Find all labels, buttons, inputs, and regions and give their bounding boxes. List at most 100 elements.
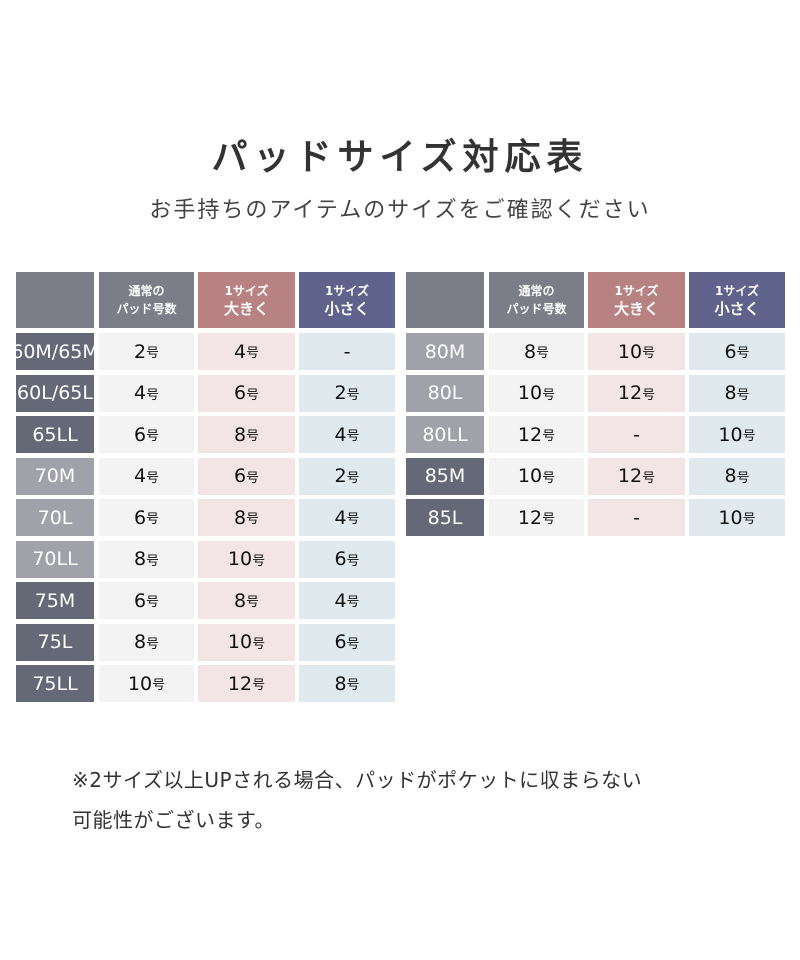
pad-unit: 号 xyxy=(252,678,266,693)
table-row: 85L 12 号 -10 号 xyxy=(406,499,785,536)
pad-number: 10 xyxy=(227,631,253,653)
pad-number: 6 xyxy=(334,548,347,570)
pad-number: 10 xyxy=(517,382,543,404)
pad-unit: 号 xyxy=(542,429,556,444)
pad-number: 12 xyxy=(517,506,543,529)
pad-unit: 号 xyxy=(742,429,756,444)
pad-bigger-cell: 12 号 xyxy=(198,665,295,702)
pad-normal-cell: 10 号 xyxy=(489,374,584,412)
pad-number: 2 xyxy=(334,382,347,404)
pad-unit: 号 xyxy=(742,512,756,527)
pad-unit: 号 xyxy=(246,429,260,444)
header-bigger-line2: 大きく xyxy=(223,300,269,318)
table-row: 80L 10 号 12 号 8 号 xyxy=(406,374,785,412)
pad-unit: 号 xyxy=(246,387,260,403)
page-subtitle: お手持ちのアイテムのサイズをご確認ください xyxy=(149,198,651,223)
pad-number: 8 xyxy=(233,589,247,612)
pad-number: 2 xyxy=(334,465,347,487)
pad-number: 8 xyxy=(133,631,147,653)
table-row: 70LL 8 号 10 号 6 号 xyxy=(16,540,395,578)
size-label: 80LL xyxy=(406,416,484,453)
header-smaller-line2: 小さく xyxy=(714,300,760,318)
pad-number: 6 xyxy=(724,340,737,363)
pad-unit: 号 xyxy=(146,346,160,361)
pad-bigger-cell: 10 号 xyxy=(198,623,295,661)
pad-unit: 号 xyxy=(542,512,556,527)
pad-unit: 号 xyxy=(246,595,260,610)
pad-number: 10 xyxy=(718,506,743,529)
header-normal: 通常の パッド号数 xyxy=(489,272,584,328)
pad-unit: 号 xyxy=(152,678,166,693)
table-row: 85M 10 号 12 号 8 号 xyxy=(406,457,785,495)
pad-number: 8 xyxy=(233,506,247,529)
pad-number: 4 xyxy=(334,423,347,446)
pad-number: 4 xyxy=(133,465,147,487)
pad-unit: 号 xyxy=(346,595,360,610)
pad-number: 12 xyxy=(617,382,643,404)
pad-bigger-cell: - xyxy=(588,416,685,453)
pad-number: 12 xyxy=(517,423,543,446)
table-header-row: 通常の パッド号数 1サイズ大きく 1サイズ小さく xyxy=(406,272,785,328)
pad-unit: 号 xyxy=(146,470,160,486)
pad-unit: 号 xyxy=(642,470,656,486)
header-bigger-line1: 1サイズ xyxy=(614,284,659,298)
header-smaller-line2: 小さく xyxy=(324,300,370,318)
table-row: 70M 4 号 6 号 2 号 xyxy=(16,457,395,495)
header-smaller-line1: 1サイズ xyxy=(325,284,369,298)
pad-normal-cell: 12 号 xyxy=(489,416,584,453)
pad-unit: 号 xyxy=(542,470,556,486)
table-row: 60M/65M 2 号 4 号 - xyxy=(11,333,395,370)
pad-number: 8 xyxy=(724,382,737,404)
header-bigger: 1サイズ大きく xyxy=(588,272,685,328)
table-row: 70L 6 号 8 号 4 号 xyxy=(16,499,395,536)
page-title: パッドサイズ対応表 xyxy=(211,137,589,178)
pad-number: 8 xyxy=(724,465,737,487)
pad-number: 10 xyxy=(718,423,743,446)
pad-number: 6 xyxy=(334,631,347,653)
pad-unit: 号 xyxy=(346,678,360,693)
pad-number: 4 xyxy=(334,589,347,612)
size-label: 60M/65M xyxy=(11,333,99,370)
pad-unit: 号 xyxy=(146,595,160,610)
pad-number: 4 xyxy=(233,340,247,363)
header-bigger-line1: 1サイズ xyxy=(224,284,269,298)
pad-number: 6 xyxy=(233,465,247,487)
size-label: 70M xyxy=(16,457,94,495)
header-bigger-line2: 大きく xyxy=(613,300,659,318)
size-label: 60L/65L xyxy=(16,374,94,412)
header-normal-line1: 通常の xyxy=(518,284,555,298)
pad-unit: 号 xyxy=(642,346,656,361)
pad-unit: 号 xyxy=(146,429,160,444)
pad-number: 12 xyxy=(617,465,643,487)
table-header-row: 通常の パッド号数 1サイズ 大きく 1サイズ 小さく xyxy=(16,272,395,328)
pad-unit: 号 xyxy=(146,512,160,527)
header-corner xyxy=(406,272,484,328)
pad-unit: 号 xyxy=(346,512,360,527)
pad-number: 10 xyxy=(517,465,543,487)
pad-unit: 号 xyxy=(146,636,160,652)
header-bigger: 1サイズ大きく xyxy=(198,272,295,328)
size-label: 80L xyxy=(406,374,484,412)
size-label: 70LL xyxy=(16,540,94,578)
pad-number: 6 xyxy=(133,506,147,529)
size-label: 70L xyxy=(16,499,94,536)
size-label: 75L xyxy=(16,623,94,661)
pad-normal-cell: 12 号 xyxy=(489,499,584,536)
